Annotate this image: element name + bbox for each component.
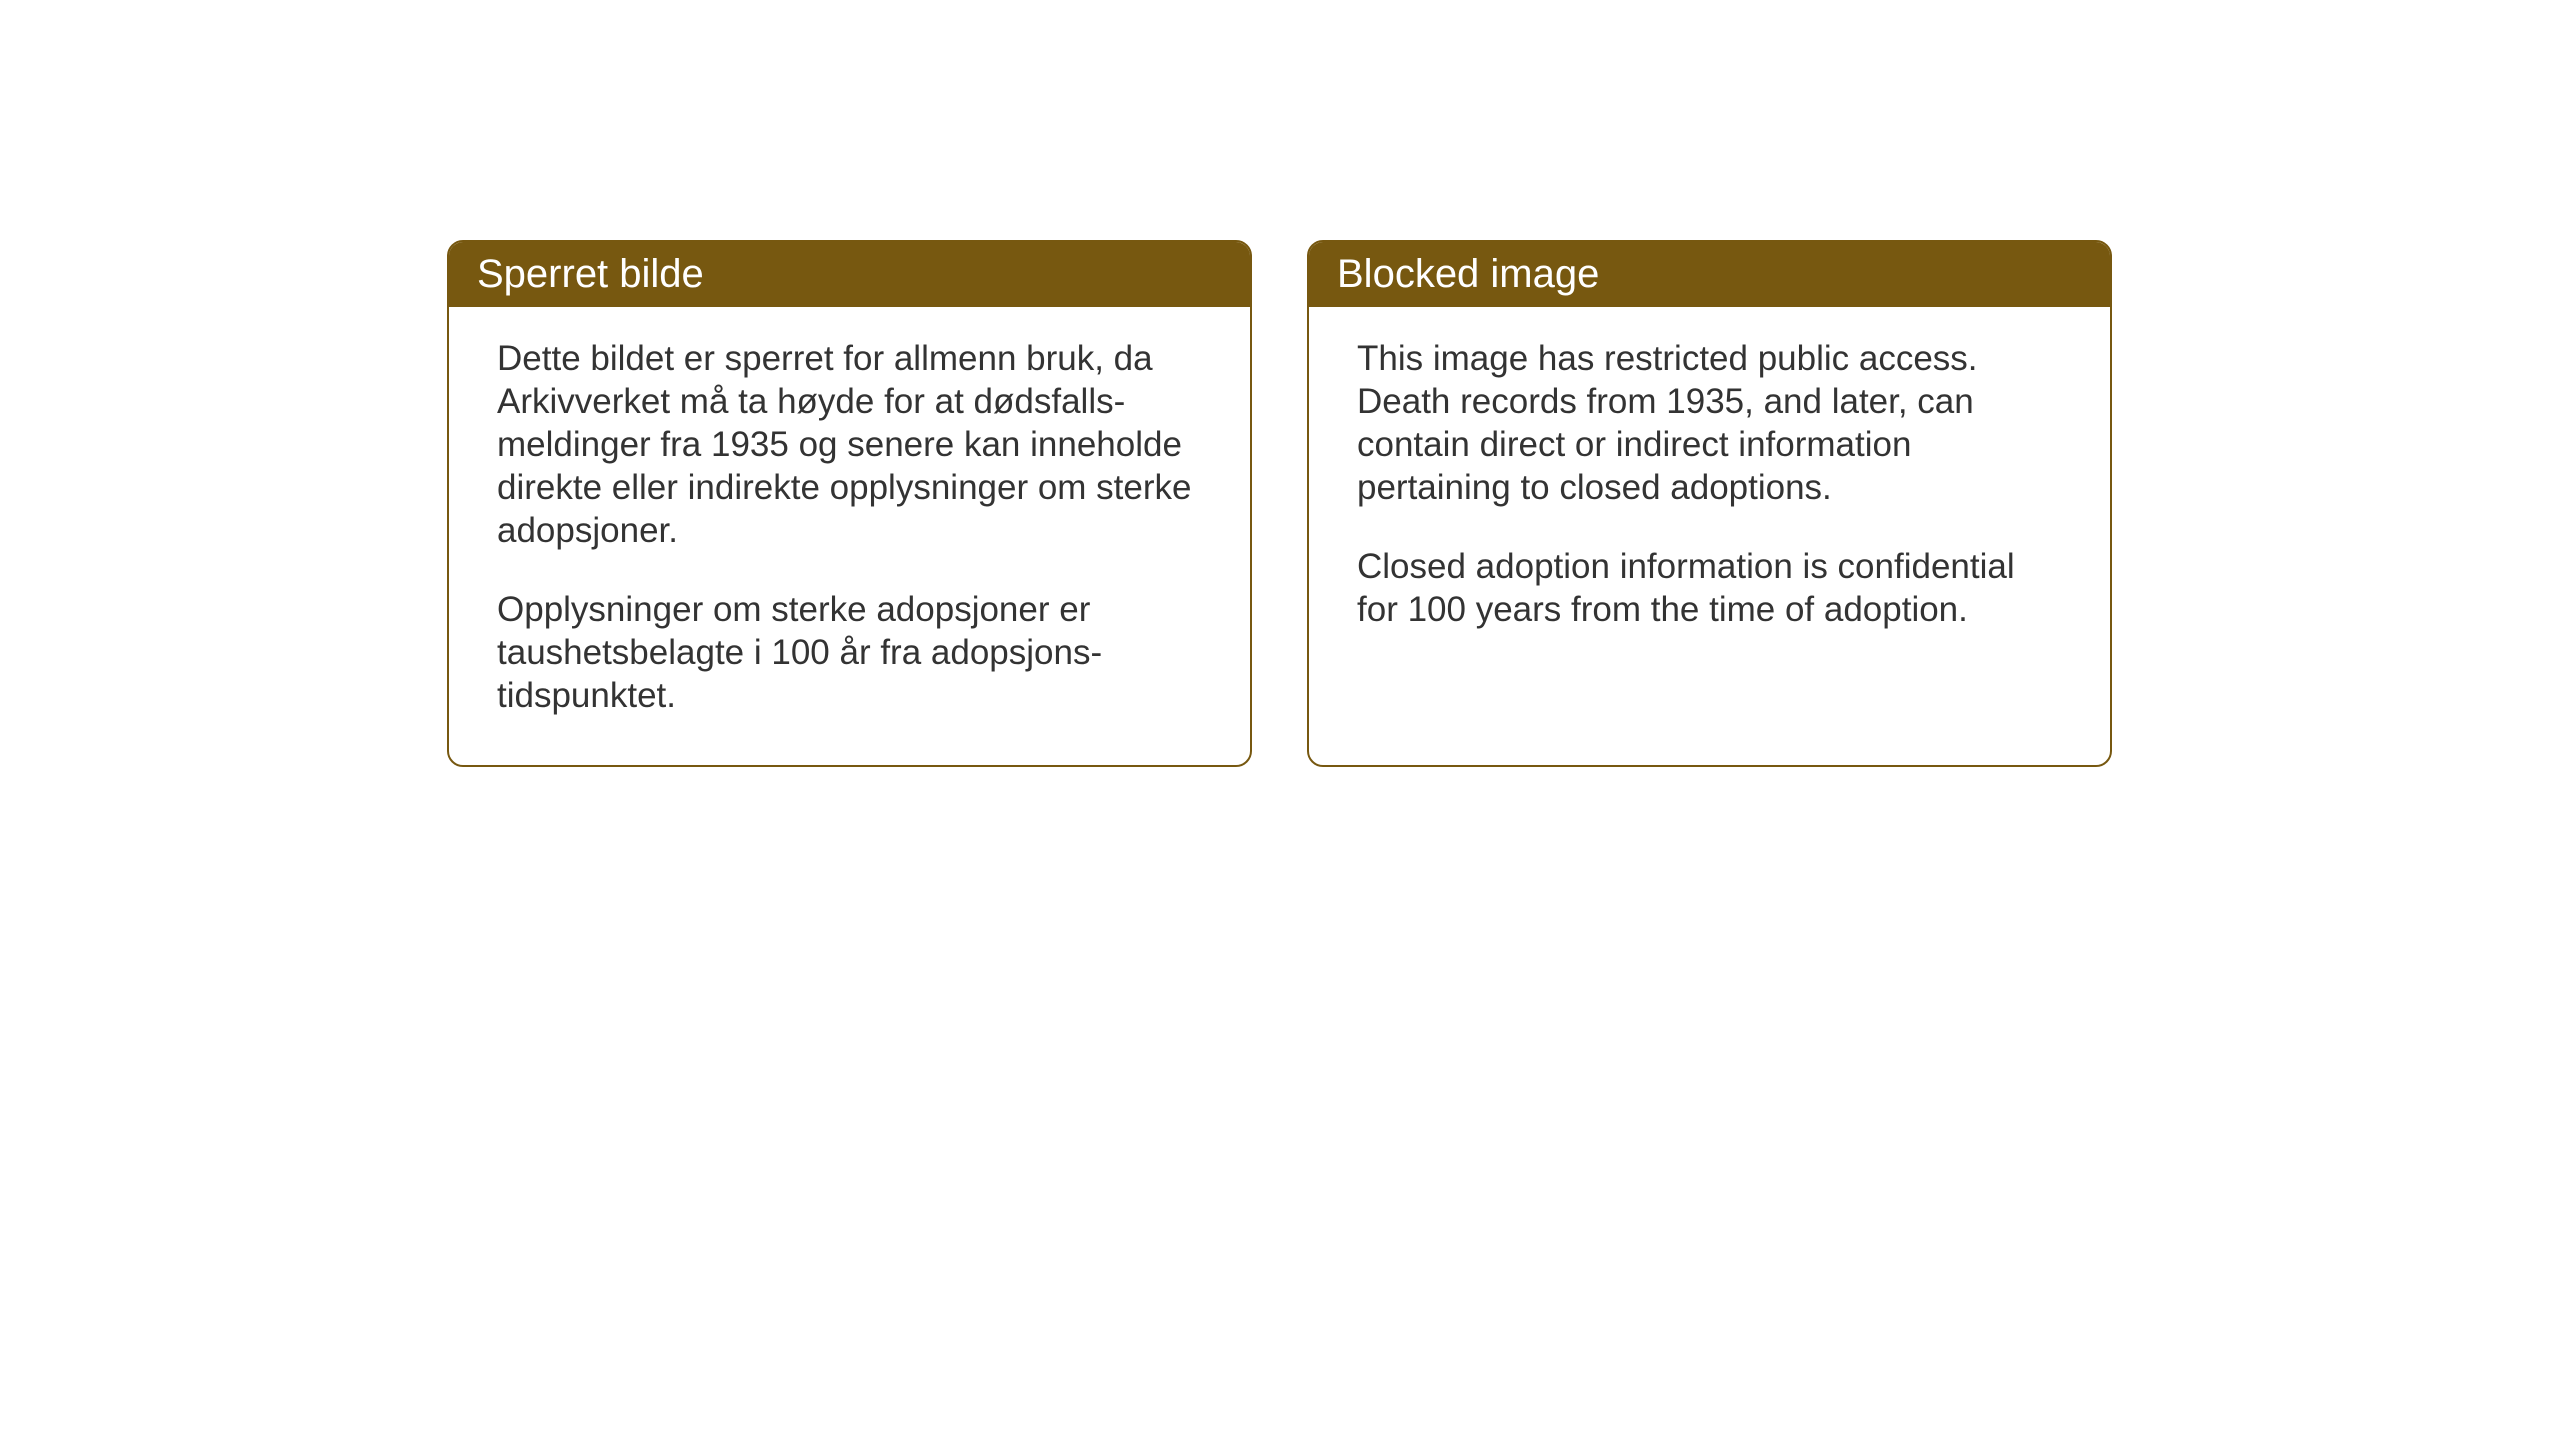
card-paragraph: Closed adoption information is confident… xyxy=(1357,545,2062,631)
card-body: This image has restricted public access.… xyxy=(1309,307,2110,679)
card-body: Dette bildet er sperret for allmenn bruk… xyxy=(449,307,1250,765)
notice-card-norwegian: Sperret bilde Dette bildet er sperret fo… xyxy=(447,240,1252,767)
card-header: Sperret bilde xyxy=(449,242,1250,307)
card-paragraph: Dette bildet er sperret for allmenn bruk… xyxy=(497,337,1202,552)
card-paragraph: Opplysninger om sterke adopsjoner er tau… xyxy=(497,588,1202,717)
notice-container: Sperret bilde Dette bildet er sperret fo… xyxy=(447,240,2112,767)
card-title: Sperret bilde xyxy=(477,252,704,296)
notice-card-english: Blocked image This image has restricted … xyxy=(1307,240,2112,767)
card-paragraph: This image has restricted public access.… xyxy=(1357,337,2062,509)
card-header: Blocked image xyxy=(1309,242,2110,307)
card-title: Blocked image xyxy=(1337,252,1599,296)
